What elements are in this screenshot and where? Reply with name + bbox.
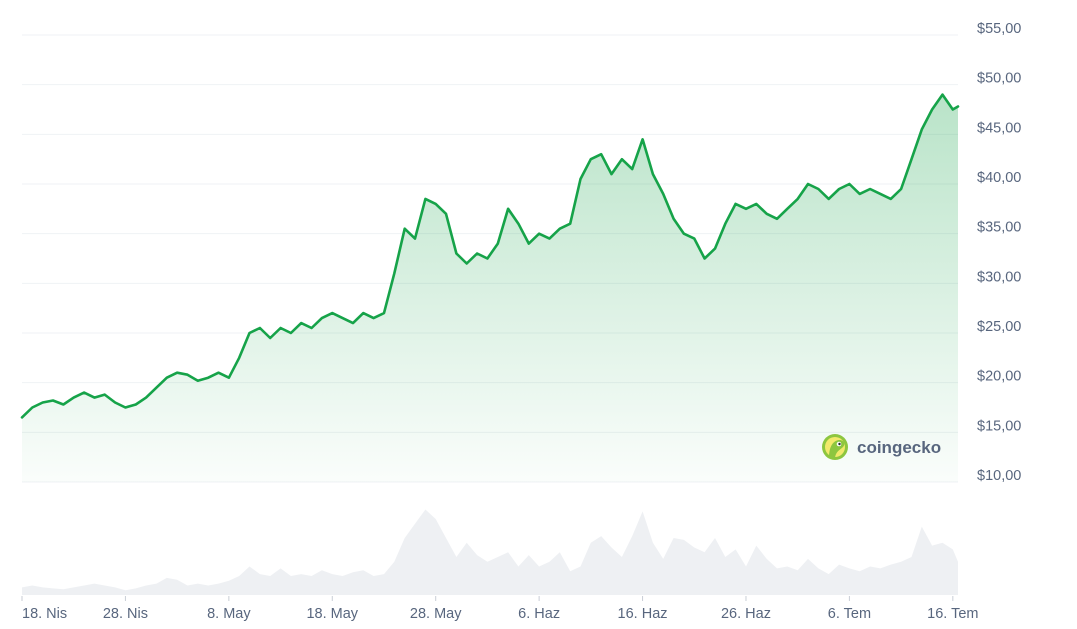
y-tick-label: $20,00 [977,369,1021,385]
x-tick-label: 16. Haz [618,606,668,622]
logo-text: coingecko [857,438,941,457]
y-axis: $55,00 $50,00 $45,00 $40,00 $35,00 $30,00 $25,… [977,21,1021,484]
x-tick-label: 18. May [306,606,358,622]
y-tick-label: $45,00 [977,120,1021,136]
y-tick-label: $55,00 [977,21,1021,37]
y-tick-label: $50,00 [977,71,1021,87]
x-tick-label: 26. Haz [721,606,771,622]
volume-area [22,509,958,595]
price-line [20,93,960,419]
gecko-icon [822,434,848,460]
x-tick-label: 28. May [410,606,462,622]
price-area [22,94,958,482]
y-tick-label: $30,00 [977,269,1021,285]
x-tick-label: 28. Nis [103,606,148,622]
x-tick-label: 6. Tem [828,606,871,622]
coingecko-logo: coingecko [822,434,941,460]
x-tick-label: 6. Haz [518,606,560,622]
x-tick-label: 18. Nis [22,606,67,622]
y-tick-label: $10,00 [977,468,1021,484]
price-line-series [20,93,960,419]
x-tick-label: 16. Tem [927,606,978,622]
y-tick-label: $40,00 [977,170,1021,186]
y-tick-label: $15,00 [977,418,1021,434]
y-tick-label: $25,00 [977,319,1021,335]
x-tick-label: 8. May [207,606,251,622]
price-area-fill [22,94,958,482]
y-tick-label: $35,00 [977,220,1021,236]
volume-series [22,509,958,595]
x-axis: 18. Nis 28. Nis 8. May 18. May 28. May 6. Haz… [21,596,978,622]
